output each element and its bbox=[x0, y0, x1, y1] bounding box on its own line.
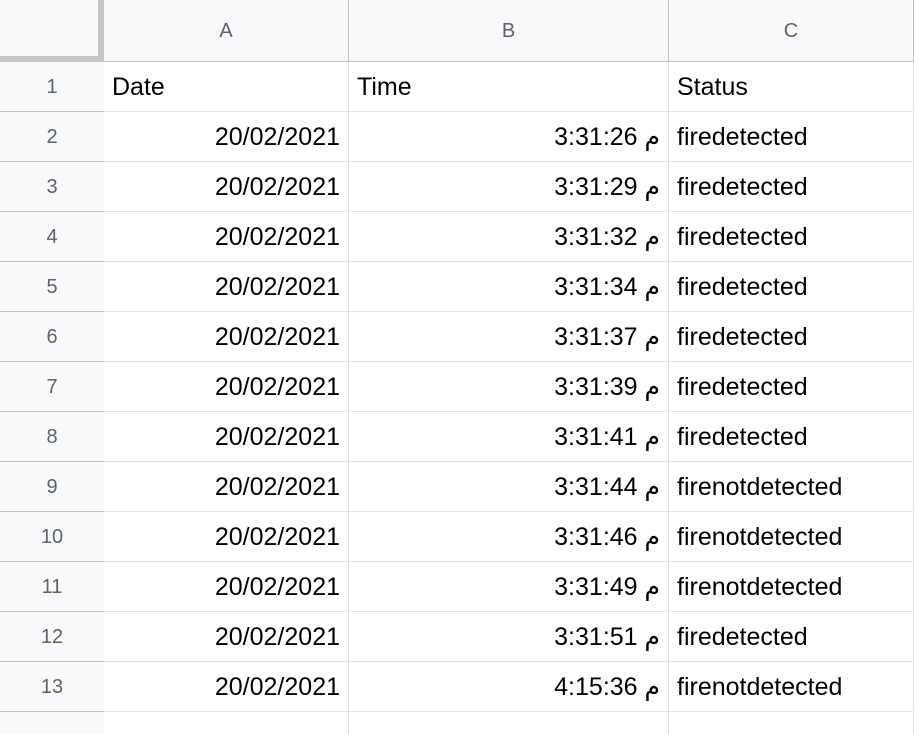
cell-empty[interactable] bbox=[104, 712, 349, 734]
cell-c[interactable]: firedetected bbox=[669, 212, 914, 262]
cell-b[interactable]: 3:31:44 م bbox=[349, 462, 669, 512]
cell-a[interactable]: 20/02/2021 bbox=[104, 362, 349, 412]
cell-b[interactable]: Time bbox=[349, 62, 669, 112]
cell-c[interactable]: firedetected bbox=[669, 612, 914, 662]
cell-a[interactable]: Date bbox=[104, 62, 349, 112]
cell-a[interactable]: 20/02/2021 bbox=[104, 512, 349, 562]
cell-b[interactable]: 3:31:32 م bbox=[349, 212, 669, 262]
column-header-a[interactable]: A bbox=[104, 0, 349, 61]
cell-empty[interactable] bbox=[349, 712, 669, 734]
cell-c[interactable]: firedetected bbox=[669, 112, 914, 162]
cell-b[interactable]: 3:31:34 م bbox=[349, 262, 669, 312]
row-header[interactable]: 7 bbox=[0, 362, 104, 412]
cell-a[interactable]: 20/02/2021 bbox=[104, 162, 349, 212]
row-header[interactable]: 4 bbox=[0, 212, 104, 262]
cell-c[interactable]: firedetected bbox=[669, 162, 914, 212]
cell-empty[interactable] bbox=[669, 712, 914, 734]
cell-b[interactable]: 3:31:51 م bbox=[349, 612, 669, 662]
cell-c[interactable]: firedetected bbox=[669, 362, 914, 412]
cell-a[interactable]: 20/02/2021 bbox=[104, 212, 349, 262]
row-header[interactable]: 3 bbox=[0, 162, 104, 212]
cell-a[interactable]: 20/02/2021 bbox=[104, 412, 349, 462]
cell-c[interactable]: firenotdetected bbox=[669, 562, 914, 612]
cell-a[interactable]: 20/02/2021 bbox=[104, 462, 349, 512]
row-header[interactable]: 1 bbox=[0, 62, 104, 112]
cell-c[interactable]: firenotdetected bbox=[669, 512, 914, 562]
cell-c[interactable]: Status bbox=[669, 62, 914, 112]
row-header[interactable]: 5 bbox=[0, 262, 104, 312]
cell-c[interactable]: firenotdetected bbox=[669, 462, 914, 512]
cell-b[interactable]: 3:31:37 م bbox=[349, 312, 669, 362]
select-all-corner[interactable] bbox=[0, 0, 104, 62]
row-header[interactable] bbox=[0, 712, 104, 734]
cell-b[interactable]: 3:31:26 م bbox=[349, 112, 669, 162]
cell-a[interactable]: 20/02/2021 bbox=[104, 312, 349, 362]
row-header[interactable]: 6 bbox=[0, 312, 104, 362]
row-header[interactable]: 2 bbox=[0, 112, 104, 162]
cell-b[interactable]: 4:15:36 م bbox=[349, 662, 669, 712]
cell-b[interactable]: 3:31:41 م bbox=[349, 412, 669, 462]
cell-c[interactable]: firedetected bbox=[669, 262, 914, 312]
column-header-row bbox=[0, 0, 914, 62]
row-header[interactable]: 8 bbox=[0, 412, 104, 462]
cell-a[interactable]: 20/02/2021 bbox=[104, 662, 349, 712]
cell-a[interactable]: 20/02/2021 bbox=[104, 112, 349, 162]
cell-a[interactable]: 20/02/2021 bbox=[104, 612, 349, 662]
row-header[interactable]: 13 bbox=[0, 662, 104, 712]
cell-b[interactable]: 3:31:46 م bbox=[349, 512, 669, 562]
row-header[interactable]: 10 bbox=[0, 512, 104, 562]
row-header[interactable]: 12 bbox=[0, 612, 104, 662]
column-header-c[interactable]: C bbox=[669, 0, 914, 61]
column-header-b[interactable]: B bbox=[349, 0, 669, 61]
cell-c[interactable]: firedetected bbox=[669, 312, 914, 362]
cell-a[interactable]: 20/02/2021 bbox=[104, 262, 349, 312]
cell-c[interactable]: firedetected bbox=[669, 412, 914, 462]
cell-b[interactable]: 3:31:29 م bbox=[349, 162, 669, 212]
row-header[interactable]: 11 bbox=[0, 562, 104, 612]
row-header[interactable]: 9 bbox=[0, 462, 104, 512]
cell-a[interactable]: 20/02/2021 bbox=[104, 562, 349, 612]
cell-c[interactable]: firenotdetected bbox=[669, 662, 914, 712]
cell-b[interactable]: 3:31:49 م bbox=[349, 562, 669, 612]
cell-b[interactable]: 3:31:39 م bbox=[349, 362, 669, 412]
